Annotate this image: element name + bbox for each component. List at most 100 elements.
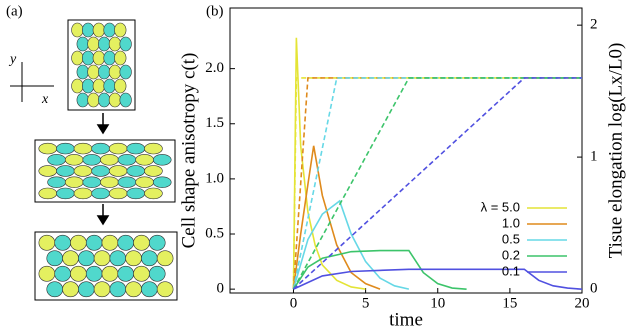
cell (81, 78, 95, 94)
anisotropy-line (292, 199, 410, 290)
y-tick-label: 0 (217, 281, 225, 297)
cell (93, 250, 111, 267)
y-tick-label: 0.5 (205, 225, 224, 241)
y-tick-label: 1.0 (205, 170, 224, 186)
cell (135, 176, 154, 188)
cell (125, 250, 142, 267)
cell (91, 165, 110, 177)
cell (135, 154, 154, 166)
cell (92, 78, 105, 94)
anisotropy-line (292, 37, 366, 290)
y2-axis-label: Tisue elongation log(Lx/L0) (605, 43, 626, 259)
cell (119, 92, 132, 108)
cell (81, 22, 95, 38)
elongation-line (292, 77, 582, 290)
cell (70, 234, 87, 251)
cell (126, 165, 146, 177)
cell (38, 187, 58, 200)
cell (126, 142, 146, 155)
cell (56, 165, 75, 177)
legend-label: 0.5 (502, 231, 520, 246)
arrow-head (96, 124, 110, 135)
cell (85, 234, 103, 251)
cell (77, 250, 95, 267)
cell (38, 165, 58, 177)
cell (62, 281, 79, 298)
elongation-line (292, 77, 582, 290)
cell (47, 176, 66, 188)
cell (100, 176, 119, 188)
cell (62, 250, 79, 267)
axis-icon-label: y (8, 52, 17, 67)
cell (114, 22, 127, 38)
cell (76, 36, 89, 52)
arrows (96, 113, 110, 226)
cell (117, 234, 135, 251)
cell (108, 92, 122, 108)
cell (81, 50, 95, 66)
cell (117, 154, 137, 166)
cell (156, 281, 174, 298)
anisotropy-line (292, 145, 381, 290)
plot-frame (229, 7, 583, 294)
cell (38, 265, 56, 282)
cell (108, 142, 128, 155)
cell (73, 142, 93, 155)
cell (92, 50, 105, 66)
cell (119, 36, 132, 52)
cell (56, 142, 75, 155)
cell (133, 234, 150, 251)
cell (156, 250, 174, 267)
cell (144, 142, 163, 155)
cell (108, 64, 122, 80)
cell (148, 265, 166, 282)
cell (46, 250, 64, 267)
cell (64, 154, 84, 166)
cell (125, 281, 142, 298)
cell (144, 187, 163, 200)
cell (70, 265, 87, 282)
x-tick-label: 0 (290, 295, 298, 311)
cell (103, 50, 116, 66)
cell (114, 50, 127, 66)
legend-label: 1.0 (502, 215, 520, 230)
y2-tick-label: 1 (590, 149, 598, 165)
y-tick-label: 1.5 (205, 115, 224, 131)
cell (73, 187, 93, 200)
cell (46, 281, 64, 298)
cell (109, 250, 127, 267)
x-tick-label: 5 (362, 295, 370, 311)
cell (77, 281, 95, 298)
y-axis-label: Cell shape anisotropy c(t) (178, 53, 199, 249)
cell (91, 142, 110, 155)
x-axis-label: time (389, 309, 423, 330)
arrow-head (96, 215, 110, 226)
axis-icon-label: x (41, 92, 49, 107)
cell (93, 281, 111, 298)
cell (103, 78, 116, 94)
x-tick-label: 10 (430, 295, 445, 311)
cell (56, 187, 75, 200)
cell (91, 187, 110, 200)
cell (82, 176, 102, 188)
cell (148, 234, 166, 251)
cell (76, 92, 89, 108)
cell (109, 281, 127, 298)
cell (114, 78, 127, 94)
legend-label: λ = 5.0 (481, 199, 520, 214)
cell (73, 165, 93, 177)
cell (47, 154, 66, 166)
cell (152, 154, 172, 166)
cell (82, 154, 102, 166)
legend-label: 0.2 (502, 247, 520, 262)
y2-tick-label: 2 (590, 17, 598, 33)
y-tick-label: 2.0 (205, 60, 224, 76)
cell (98, 36, 111, 52)
cell (108, 165, 128, 177)
cell (87, 92, 100, 108)
cell (71, 22, 84, 38)
cell (76, 64, 89, 80)
cell (64, 176, 84, 188)
